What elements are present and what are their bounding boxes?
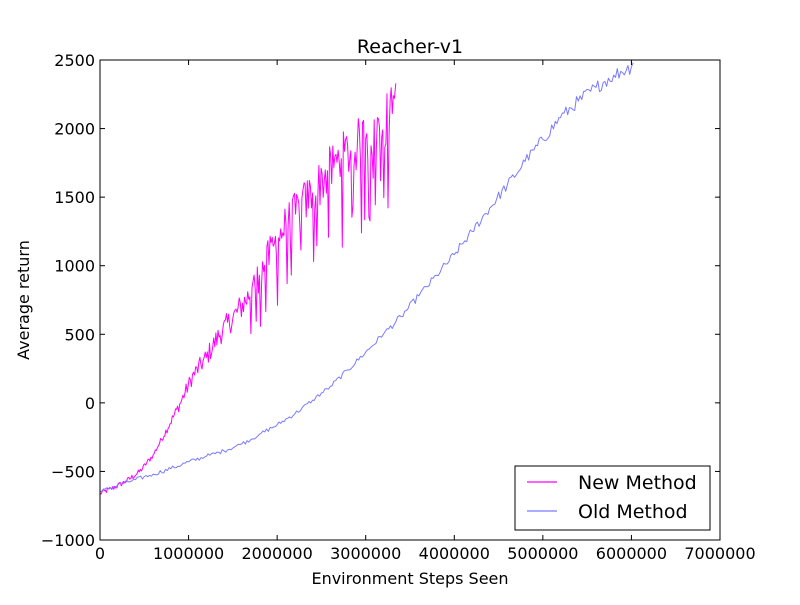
x-axis-title: Environment Steps Seen	[311, 569, 508, 588]
x-tick-label: 0	[95, 544, 105, 563]
y-axis-title: Average return	[14, 240, 33, 360]
plot-frame	[99, 59, 721, 541]
legend-label-old-method: Old Method	[578, 501, 688, 523]
x-tick-label: 4000000	[419, 544, 490, 563]
y-tick-label: 1000	[54, 257, 95, 276]
x-tick-label: 7000000	[684, 544, 755, 563]
y-tick-label: 500	[64, 325, 95, 344]
series-layer	[99, 62, 634, 495]
legend-box	[514, 465, 711, 531]
y-tick-label: 1500	[54, 188, 95, 207]
legend-label-new-method: New Method	[578, 472, 697, 494]
x-tick-label: 3000000	[330, 544, 401, 563]
y-tick-label: 0	[85, 394, 95, 413]
x-tick-label: 2000000	[242, 544, 313, 563]
y-tick-label: 2500	[54, 51, 95, 70]
x-tick-label: 1000000	[153, 544, 224, 563]
series-line-new-method	[99, 83, 397, 495]
y-tick-label: 2000	[54, 120, 95, 139]
legend: New Method Old Method	[514, 465, 711, 531]
y-tick-label: −1000	[41, 531, 95, 550]
chart-title: Reacher-v1	[357, 36, 463, 58]
x-tick-label: 5000000	[507, 544, 578, 563]
y-tick-label: −500	[51, 462, 95, 481]
series-line-old-method	[99, 62, 634, 493]
ticks-layer: 0 1000000 2000000 3000000 4000000 5000000 6000…	[41, 51, 756, 563]
x-tick-label: 6000000	[596, 544, 667, 563]
